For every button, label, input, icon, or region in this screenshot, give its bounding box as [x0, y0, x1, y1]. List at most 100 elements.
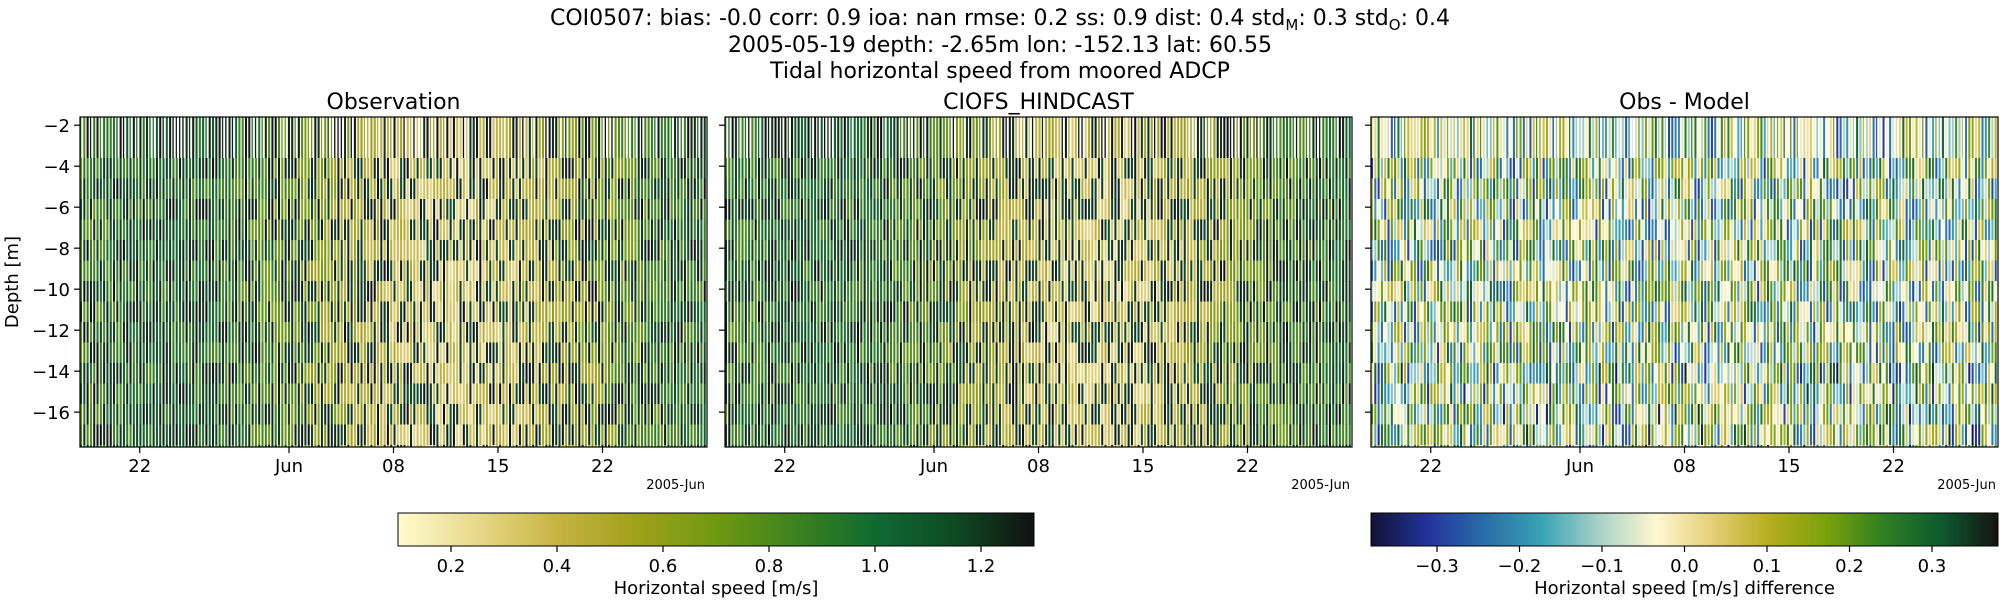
heatmap-cell — [132, 117, 135, 159]
heatmap-cell — [670, 219, 673, 241]
heatmap-cell — [754, 342, 757, 364]
heatmap-cell — [670, 260, 673, 282]
heatmap-cell — [797, 321, 800, 343]
heatmap-cell — [611, 342, 614, 364]
heatmap-cell — [291, 260, 294, 282]
heatmap-cell — [843, 178, 846, 200]
heatmap-cell — [761, 198, 764, 220]
heatmap-cell — [1035, 260, 1038, 282]
heatmap-cell — [528, 342, 531, 364]
heatmap-cell — [962, 424, 965, 446]
heatmap-cell — [320, 403, 323, 425]
heatmap-cell — [919, 219, 922, 241]
heatmap-cell — [697, 280, 700, 302]
heatmap-cell — [426, 362, 429, 384]
heatmap-cell — [433, 301, 436, 323]
heatmap-cell — [1097, 239, 1100, 261]
heatmap-cell — [820, 383, 823, 405]
heatmap-cell — [502, 444, 505, 447]
heatmap-cell — [363, 280, 366, 302]
heatmap-cell — [1031, 219, 1034, 241]
heatmap-cell — [1022, 198, 1025, 220]
heatmap-cell — [611, 157, 614, 179]
heatmap-cell — [614, 239, 617, 261]
heatmap-cell — [998, 444, 1001, 447]
heatmap-cell — [119, 301, 122, 323]
heatmap-cell — [998, 239, 1001, 261]
heatmap-cell — [1088, 280, 1091, 302]
heatmap-cell — [558, 198, 561, 220]
heatmap-cell — [337, 321, 340, 343]
heatmap-cell — [532, 424, 535, 446]
heatmap-cell — [419, 362, 422, 384]
heatmap-cell — [989, 383, 992, 405]
heatmap-cell — [1015, 198, 1018, 220]
heatmap-cell — [1091, 260, 1094, 282]
heatmap-cell — [624, 178, 627, 200]
heatmap-cell — [278, 301, 281, 323]
heatmap-cell — [347, 117, 350, 159]
heatmap-cell — [956, 280, 959, 302]
heatmap-cell — [548, 383, 551, 405]
heatmap-cell — [939, 117, 942, 159]
heatmap-cell — [225, 362, 228, 384]
heatmap-cell — [1058, 280, 1061, 302]
heatmap-cell — [254, 280, 257, 302]
heatmap-cell — [568, 444, 571, 447]
heatmap-cell — [764, 157, 767, 179]
heatmap-cell — [185, 239, 188, 261]
heatmap-cell — [542, 301, 545, 323]
heatmap-cell — [188, 362, 191, 384]
heatmap-cell — [284, 342, 287, 364]
heatmap-cell — [116, 117, 118, 159]
heatmap-cell — [106, 198, 109, 220]
heatmap-cell — [1008, 157, 1011, 179]
title-segment: COI0507: bias: -0.0 corr: 0.9 ioa: nan r… — [550, 6, 1285, 31]
heatmap-cell — [571, 301, 574, 323]
heatmap-cell — [509, 178, 512, 200]
heatmap-cell — [416, 198, 419, 220]
heatmap-cell — [548, 219, 551, 241]
heatmap-cell — [449, 219, 452, 241]
heatmap-cell — [393, 342, 396, 364]
heatmap-cell — [231, 403, 234, 425]
heatmap-cell — [146, 239, 149, 261]
heatmap-cell — [109, 424, 112, 446]
heatmap-cell — [956, 117, 959, 159]
heatmap-cell — [179, 239, 182, 261]
heatmap-cell — [1022, 117, 1024, 159]
heatmap-cell — [370, 260, 373, 282]
heatmap-cell — [528, 321, 531, 343]
heatmap-cell — [627, 403, 630, 425]
heatmap-cell — [202, 157, 205, 179]
heatmap-cell — [314, 321, 317, 343]
heatmap-cell — [959, 321, 962, 343]
heatmap-cell — [149, 383, 152, 405]
heatmap-cell — [748, 117, 750, 159]
heatmap-cell — [810, 362, 813, 384]
heatmap-cell — [436, 383, 439, 405]
heatmap-cell — [99, 362, 102, 384]
heatmap-cell — [304, 280, 307, 302]
heatmap-cell — [505, 301, 508, 323]
heatmap-cell — [929, 444, 932, 447]
heatmap-cell — [1091, 362, 1094, 384]
heatmap-cell — [337, 383, 340, 405]
heatmap-cell — [380, 157, 383, 179]
heatmap-cell — [1071, 198, 1074, 220]
heatmap-cell — [929, 321, 932, 343]
heatmap-cell — [680, 301, 683, 323]
heatmap-cell — [670, 403, 673, 425]
heatmap-cell — [509, 342, 512, 364]
heatmap-cell — [956, 301, 959, 323]
heatmap-cell — [866, 424, 869, 446]
heatmap-cell — [472, 198, 475, 220]
heatmap-cell — [344, 157, 347, 179]
heatmap-cell — [969, 157, 972, 179]
heatmap-cell — [386, 280, 389, 302]
heatmap-cell — [906, 198, 909, 220]
heatmap-cell — [198, 157, 201, 179]
heatmap-cell — [353, 178, 356, 200]
heatmap-cell — [132, 424, 135, 446]
heatmap-cell — [370, 424, 373, 446]
